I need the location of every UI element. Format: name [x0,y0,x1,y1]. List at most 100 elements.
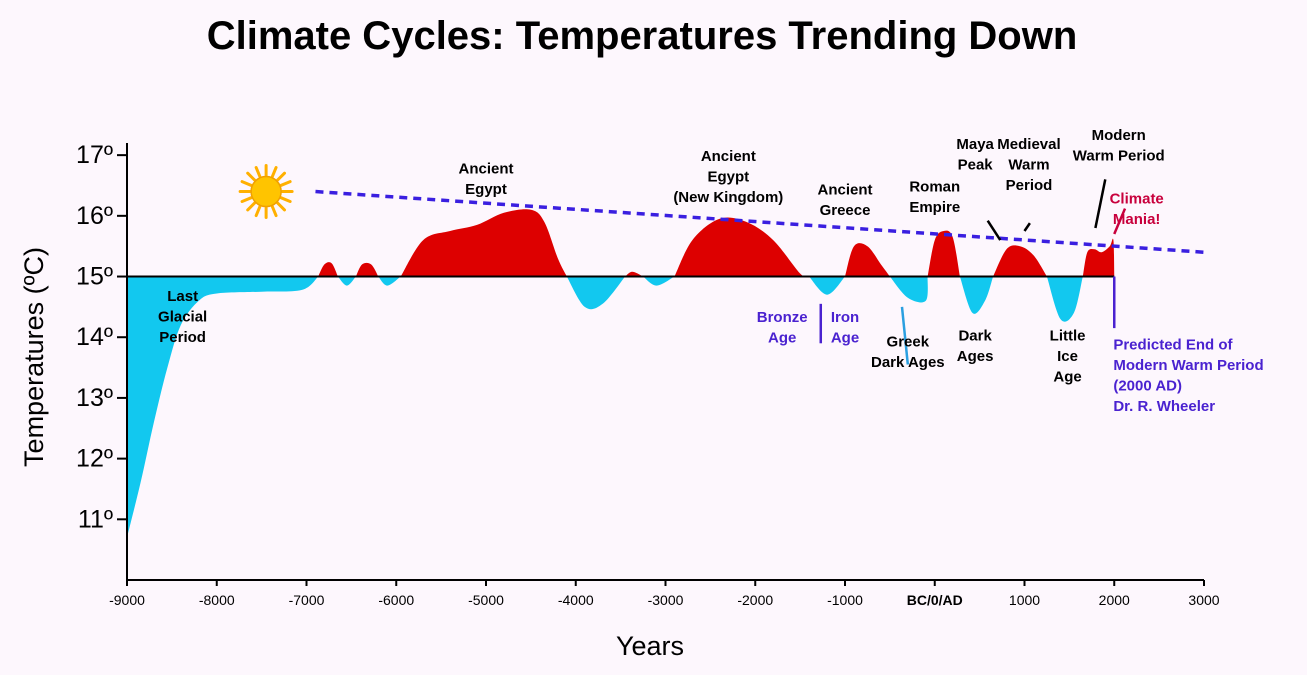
trend-line [315,189,1205,254]
annotation-label: Ancient Greece [817,182,872,220]
x-tick-label: 3000 [1188,592,1219,608]
annotation-pointer-line [900,306,910,365]
annotation-line: Modern [1092,127,1146,144]
y-tick-label: 16º [76,202,113,230]
sun-disc [250,175,282,208]
annotation-pointer-line [1094,179,1107,229]
annotation-label: Roman Empire [909,179,960,217]
annotation-line: Bronze [757,309,808,326]
annotation-line: Ice [1057,348,1078,365]
annotation-line: Last [167,288,198,305]
x-tick-label: -5000 [468,592,504,608]
x-tick-label: -1000 [827,592,863,608]
x-tick-label: -2000 [737,592,773,608]
annotation-label: Modern Warm Period [1073,127,1165,165]
annotation-pointer-line [1023,222,1031,232]
annotation-line: (New Kingdom) [673,189,783,206]
cool-period-area-6 [889,276,928,303]
y-tick-label: 15º [76,263,113,291]
annotation-line: Roman [909,179,960,196]
annotation-line: Age [768,330,796,347]
x-tick-label: -7000 [289,592,325,608]
plot-area: 17º 16º 15º 14º 13º 12º 11º -9000 -8000 -7000 -600… [76,127,1264,608]
y-tick-label: 12º [76,445,113,473]
annotation-line: Peak [958,157,994,174]
cool-period-area-1 [337,276,356,286]
warm-period-area-5 [845,243,890,277]
annotation-label: Bronze Age [757,309,808,347]
annotation-line: Greece [820,202,871,219]
warm-period-area-8 [1082,238,1115,277]
warm-period-area-3 [625,271,644,277]
cool-period-area-7 [959,276,994,314]
x-tick-label: -6000 [378,592,414,608]
annotation-line: Egypt [707,169,749,186]
x-axis-title: Years [616,631,684,661]
annotation-line: (2000 AD) [1113,377,1182,394]
sun-ray [240,196,253,204]
annotation-label: Ancient Egypt [458,160,513,198]
annotation-line: Medieval [997,136,1060,153]
annotation-label: Predicted End of Modern Warm Period (2000 … [1113,336,1263,415]
annotation-line: Ancient [701,148,756,165]
x-tick-label: -4000 [558,592,594,608]
annotation-line: Greek [887,333,930,350]
sun-ray [270,204,278,218]
x-tick-label: -8000 [199,592,235,608]
annotation-line: Predicted End of [1113,336,1233,353]
annotation-line: Empire [909,199,960,216]
annotation-line: Little [1050,327,1086,344]
annotation-label: Medieval Warm Period [997,136,1060,194]
y-tick-label: 11º [78,505,113,533]
y-tick-label: 13º [76,384,113,412]
cool-period-area-8 [1046,276,1083,322]
x-tick-label: BC/0/AD [907,592,963,608]
sun-ray [270,166,278,179]
sun-ray [240,180,253,187]
sun-ray [279,180,292,187]
sun-ray [275,201,286,212]
warm-period-area-4 [674,217,810,278]
annotation-line: Ancient [817,182,872,199]
x-tick-label: -3000 [648,592,684,608]
annotation-pointer-line [1113,208,1127,235]
annotation-line: Glacial [158,308,207,325]
sun-ray [275,171,286,182]
sun-ray [254,204,262,218]
warm-period-area-2 [400,209,567,277]
annotation-line: Modern Warm Period [1113,357,1263,374]
warm-period-area-1 [355,262,379,277]
annotation-label: Dark Ages [957,327,994,365]
annotation-line: Period [159,329,206,346]
cool-period-area-4 [643,276,675,286]
annotation-line: Dark [958,327,992,344]
sun-ray [246,171,257,182]
warm-period-area-0 [318,262,338,277]
cool-period-area-2 [378,276,401,286]
annotation-line: Age [1053,368,1081,385]
annotation-line: Ages [957,348,994,365]
annotation-label: Maya Peak [956,136,994,174]
y-tick-label: 14º [76,323,113,351]
cool-period-area-3 [566,276,626,310]
y-axis-title: Temperatures (ºC) [19,247,49,467]
sun-ray [254,166,262,179]
annotation-line: Warm [1008,157,1049,174]
warm-period-area-7 [993,245,1047,277]
annotation-label: Ancient Egypt (New Kingdom) [673,148,783,206]
x-tick-label: 1000 [1009,592,1040,608]
annotation-label: Iron Age [831,309,859,347]
chart-title: Climate Cycles: Temperatures Trending Do… [207,14,1078,58]
annotation-line: Ancient [458,160,513,177]
y-tick-label: 17º [76,141,113,169]
annotation-line: Climate [1110,191,1164,208]
warm-period-area-6 [927,230,960,277]
annotation-line: Maya [956,136,994,153]
annotation-label: Last Glacial Period [158,288,207,346]
annotation-line: Warm Period [1073,147,1165,164]
annotation-label: Little Ice Age [1050,327,1086,385]
sun-ray [246,201,257,212]
x-tick-label: 2000 [1099,592,1130,608]
annotation-line: Period [1006,177,1053,194]
